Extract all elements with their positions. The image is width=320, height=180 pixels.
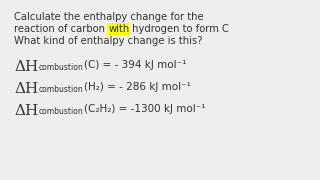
- Text: combustion: combustion: [38, 107, 83, 116]
- Text: combustion: combustion: [38, 84, 83, 93]
- Text: hydrogen to form C: hydrogen to form C: [129, 24, 229, 34]
- Text: with: with: [108, 24, 129, 34]
- Text: (C₂H₂) = -1300 kJ mol⁻¹: (C₂H₂) = -1300 kJ mol⁻¹: [84, 104, 205, 114]
- Text: reaction of carbon: reaction of carbon: [14, 24, 108, 34]
- Text: What kind of enthalpy change is this?: What kind of enthalpy change is this?: [14, 36, 203, 46]
- Text: ΔH: ΔH: [14, 104, 38, 118]
- Text: ΔH: ΔH: [14, 60, 38, 74]
- Text: ΔH: ΔH: [14, 82, 38, 96]
- Text: Calculate the enthalpy change for the: Calculate the enthalpy change for the: [14, 12, 204, 22]
- Text: (H₂) = - 286 kJ mol⁻¹: (H₂) = - 286 kJ mol⁻¹: [84, 82, 191, 92]
- Text: (C) = - 394 kJ mol⁻¹: (C) = - 394 kJ mol⁻¹: [84, 60, 186, 70]
- Text: combustion: combustion: [38, 62, 83, 71]
